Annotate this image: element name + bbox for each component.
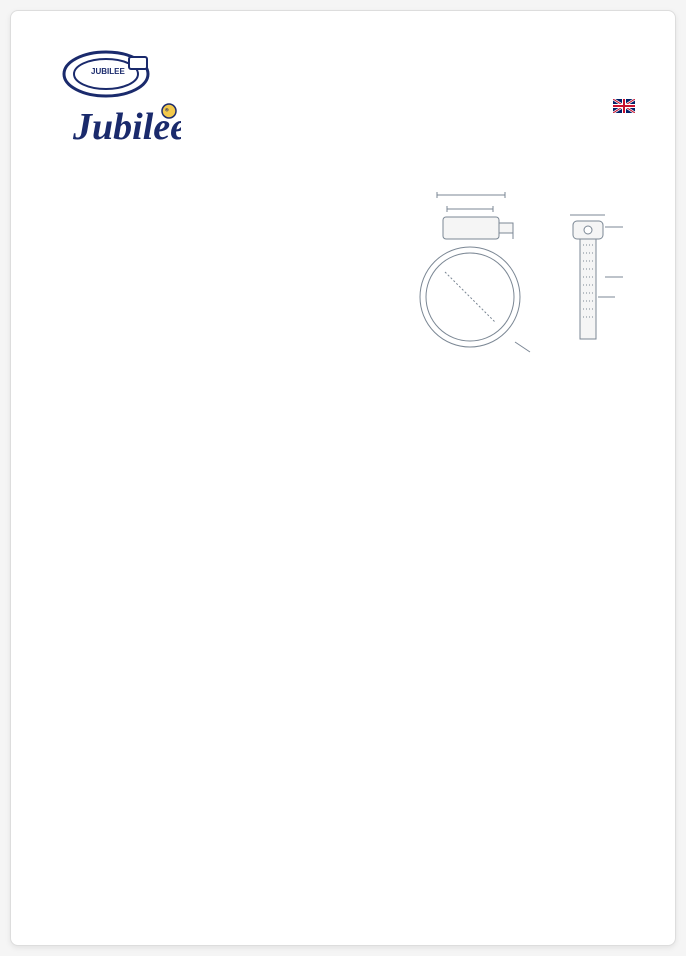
clip-diagram xyxy=(405,187,635,377)
svg-text:JUBILEE: JUBILEE xyxy=(91,67,125,76)
header: JUBILEE Jubilee ® xyxy=(51,39,635,169)
document-page: JUBILEE Jubilee ® xyxy=(10,10,676,946)
uk-flag-icon xyxy=(613,99,635,113)
company-and-diagram xyxy=(51,187,635,377)
svg-text:®: ® xyxy=(165,105,170,118)
jubilee-logo: JUBILEE Jubilee ® xyxy=(51,39,181,169)
company-info xyxy=(51,187,385,377)
